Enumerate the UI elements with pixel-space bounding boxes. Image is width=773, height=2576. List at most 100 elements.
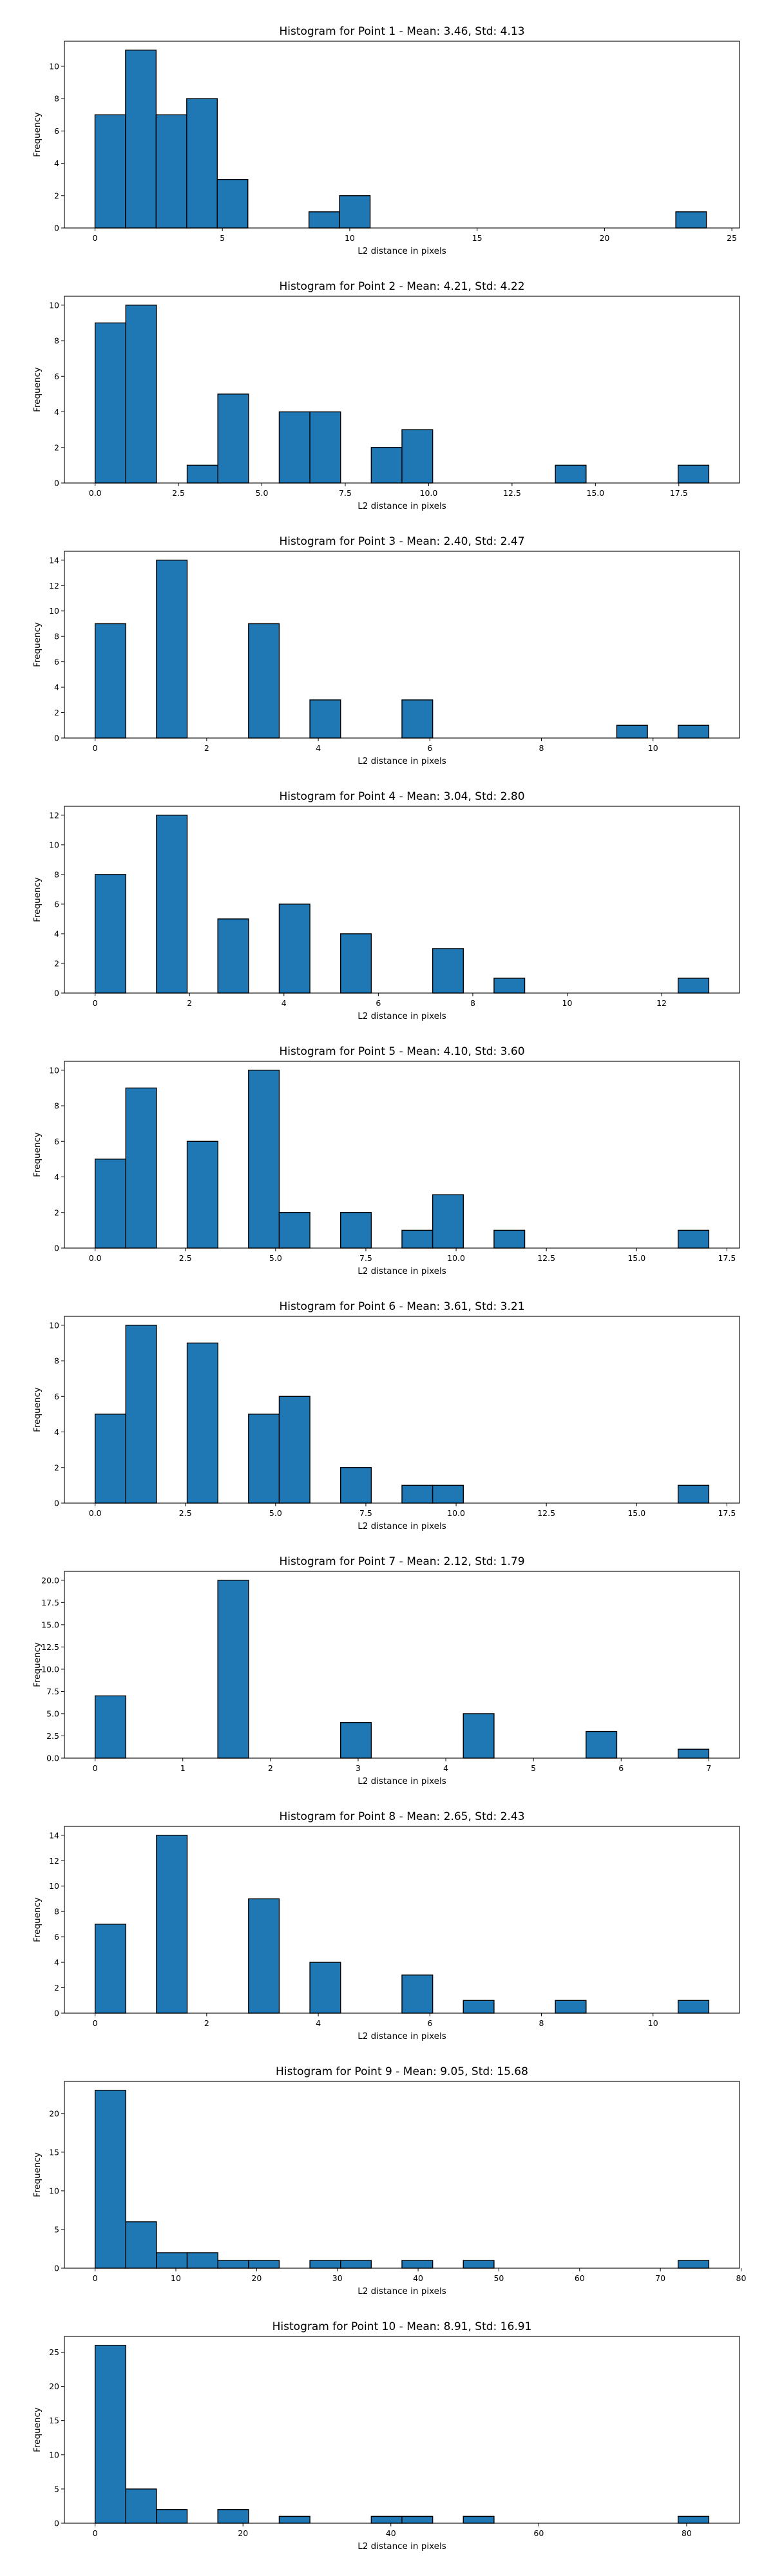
histogram-bar	[463, 2260, 495, 2269]
y-tick-label: 0.0	[46, 1754, 59, 1763]
histogram-bar	[156, 1835, 188, 2014]
histogram-bar	[308, 211, 340, 229]
y-tick-label: 4	[54, 683, 59, 692]
y-tick-label: 2	[54, 708, 59, 717]
histogram-bar	[675, 211, 707, 229]
y-tick-label: 0	[54, 1499, 59, 1508]
x-tick-label: 10.0	[447, 1508, 465, 1518]
y-tick-label: 0	[54, 2264, 59, 2273]
histogram-bar	[156, 2252, 188, 2269]
x-tick-label: 0.0	[89, 1253, 102, 1263]
chart-title: Histogram for Point 8 - Mean: 2.65, Std:…	[279, 1810, 524, 1823]
y-axis-label: Frequency	[32, 622, 43, 667]
histogram-bar	[125, 50, 157, 229]
histogram-bar	[340, 1467, 372, 1504]
y-tick-label: 12	[49, 810, 59, 820]
x-tick-label: 7.5	[339, 488, 352, 498]
x-axis-label: L2 distance in pixels	[358, 1266, 446, 1276]
histogram-bar	[278, 904, 310, 994]
y-tick-label: 4	[54, 929, 59, 938]
y-tick-label: 25	[49, 2347, 59, 2357]
histogram-bar	[678, 978, 710, 994]
y-tick-label: 4	[54, 1427, 59, 1437]
y-axis-label: Frequency	[32, 1642, 43, 1687]
histogram-bar	[401, 1975, 434, 2014]
x-tick-label: 20	[251, 2273, 262, 2283]
histogram-bar	[186, 2252, 218, 2269]
histogram-bar	[156, 815, 188, 994]
y-tick-label: 4	[54, 1172, 59, 1182]
histogram-bar	[555, 2000, 587, 2014]
x-axis-label: L2 distance in pixels	[358, 246, 446, 256]
y-tick-label: 7.5	[46, 1687, 59, 1696]
histogram-bar	[94, 1414, 126, 1504]
y-axis-label: Frequency	[32, 1387, 43, 1432]
y-tick-label: 0	[54, 478, 59, 488]
histogram-bar	[94, 2090, 126, 2269]
x-tick-label: 8	[539, 2018, 544, 2028]
x-tick-label: 17.5	[718, 1508, 736, 1518]
chart-title: Histogram for Point 10 - Mean: 8.91, Std…	[272, 2320, 532, 2333]
histogram-bar	[217, 1580, 249, 1759]
y-tick-label: 8	[54, 632, 59, 641]
x-axis-label: L2 distance in pixels	[358, 2031, 446, 2041]
histogram-bar	[278, 1396, 310, 1504]
y-tick-label: 20	[49, 2108, 59, 2118]
x-tick-label: 0	[93, 2018, 98, 2028]
y-axis-label: Frequency	[32, 367, 43, 412]
x-tick-label: 5.0	[269, 1508, 282, 1518]
histogram-bar	[248, 2260, 280, 2269]
y-tick-label: 8	[54, 1101, 59, 1111]
y-axis-label: Frequency	[32, 112, 43, 157]
chart-title: Histogram for Point 3 - Mean: 2.40, Std:…	[279, 535, 524, 548]
y-tick-label: 8	[54, 94, 59, 104]
y-tick-label: 2	[54, 442, 59, 452]
x-tick-label: 7	[706, 1763, 711, 1773]
chart-panel-1: Histogram for Point 1 - Mean: 3.46, Std:…	[32, 25, 740, 256]
chart-title: Histogram for Point 4 - Mean: 3.04, Std:…	[279, 790, 524, 803]
histogram-bar	[248, 1414, 280, 1504]
y-tick-label: 5	[54, 2484, 59, 2494]
axes-frame	[64, 1826, 740, 2014]
y-axis-label: Frequency	[32, 877, 43, 922]
y-tick-label: 15	[49, 2416, 59, 2425]
x-tick-label: 17.5	[718, 1253, 736, 1263]
histogram-bar	[432, 1484, 464, 1504]
histogram-bar	[463, 2000, 495, 2014]
x-tick-label: 8	[470, 998, 475, 1008]
x-tick-label: 20	[238, 2528, 248, 2538]
x-axis-label: L2 distance in pixels	[358, 1011, 446, 1021]
y-tick-label: 2	[54, 191, 59, 200]
y-tick-label: 14	[49, 555, 59, 565]
chart-panel-8: Histogram for Point 8 - Mean: 2.65, Std:…	[32, 1810, 740, 2041]
y-tick-label: 6	[54, 126, 59, 136]
histogram-bar	[370, 447, 403, 484]
y-tick-label: 12	[49, 581, 59, 591]
histogram-bar	[339, 195, 371, 229]
x-tick-label: 40	[386, 2528, 396, 2538]
y-tick-label: 5.0	[46, 1709, 59, 1718]
y-tick-label: 8	[54, 1907, 59, 1917]
histogram-bar	[94, 2345, 126, 2524]
histogram-bar	[401, 699, 434, 739]
y-tick-label: 2	[54, 1463, 59, 1472]
y-tick-label: 10	[49, 840, 59, 849]
histogram-bar	[463, 1713, 495, 1759]
axes-frame	[64, 2336, 740, 2524]
axes-frame	[64, 551, 740, 739]
y-tick-label: 10.0	[41, 1664, 59, 1674]
y-tick-label: 14	[49, 1830, 59, 1840]
histogram-bar	[94, 1695, 126, 1759]
y-tick-label: 0	[54, 223, 59, 233]
y-tick-label: 15	[49, 2147, 59, 2157]
y-tick-label: 6	[54, 1137, 59, 1146]
y-tick-label: 4	[54, 1958, 59, 1967]
chart-panel-6: Histogram for Point 6 - Mean: 3.61, Std:…	[32, 1300, 740, 1531]
chart-panel-4: Histogram for Point 4 - Mean: 3.04, Std:…	[32, 790, 740, 1021]
x-tick-label: 60	[575, 2273, 585, 2283]
histogram-bar	[278, 2515, 310, 2524]
x-tick-label: 4	[316, 743, 321, 753]
x-tick-label: 80	[736, 2273, 747, 2283]
y-tick-label: 10	[49, 61, 59, 71]
x-tick-label: 15.0	[627, 1508, 645, 1518]
